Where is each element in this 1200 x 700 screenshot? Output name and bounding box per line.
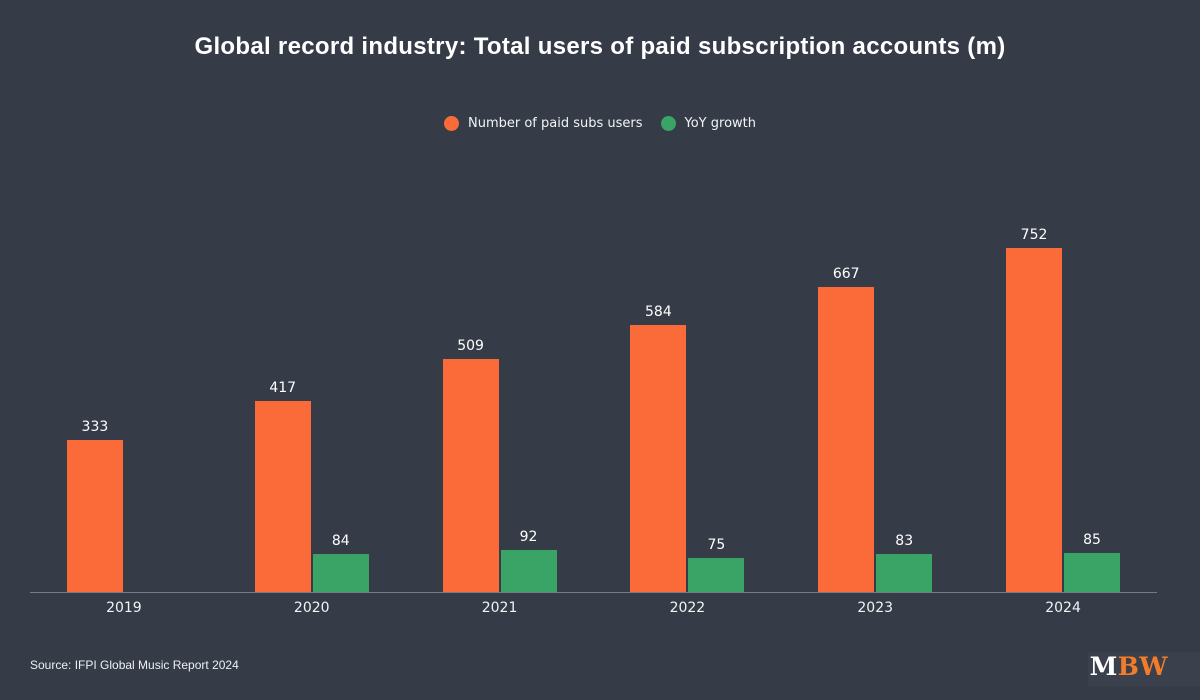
value-label: 75 bbox=[707, 537, 726, 553]
category-label-2020: 2020 bbox=[293, 600, 330, 616]
bar-group-2023: 667 83 2023 bbox=[818, 266, 933, 616]
category-label-2023: 2023 bbox=[857, 600, 894, 616]
value-label: 417 bbox=[269, 380, 297, 396]
bar-group-2022: 584 75 2022 bbox=[630, 304, 745, 616]
bar-slot-paid-subs-2023: 667 bbox=[818, 266, 875, 592]
category-label-2024: 2024 bbox=[1045, 600, 1081, 616]
legend-item-1: YoY growth bbox=[660, 116, 756, 131]
value-label: 509 bbox=[457, 338, 484, 354]
bar-slot-paid-subs-2019: 333 bbox=[66, 419, 123, 592]
bar-slot-paid-subs-2020: 417 bbox=[254, 380, 311, 592]
category-label-2021: 2021 bbox=[481, 600, 518, 616]
bar-groups: 333 2019 417 84 2020 509 92 2021 584 75 2022 667 83 2… bbox=[30, 200, 1157, 616]
legend: Number of paid subs users YoY growth bbox=[0, 116, 1200, 131]
mbw-logo-bw: BW bbox=[1117, 652, 1168, 681]
bar-paid-subs-2019 bbox=[66, 440, 123, 592]
bar-paid-subs-2020 bbox=[254, 401, 311, 592]
category-label-2022: 2022 bbox=[669, 600, 706, 616]
plot-area: 333 2019 417 84 2020 509 92 2021 584 75 2022 667 83 2… bbox=[30, 200, 1157, 616]
mbw-logo: MBW bbox=[1090, 652, 1168, 681]
value-label: 752 bbox=[1020, 227, 1048, 243]
bar-slot-yoy-2022: 75 bbox=[688, 537, 745, 592]
value-label: 333 bbox=[81, 419, 109, 435]
bar-group-2021: 509 92 2021 bbox=[442, 338, 557, 616]
bar-slot-paid-subs-2024: 752 bbox=[1006, 227, 1063, 592]
legend-dot-icon bbox=[660, 116, 676, 131]
bar-slot-paid-subs-2022: 584 bbox=[630, 304, 687, 592]
bar-slot-yoy-2023: 83 bbox=[876, 533, 933, 592]
bar-slot-yoy-2021: 92 bbox=[500, 529, 557, 592]
value-label: 667 bbox=[832, 266, 860, 282]
value-label: 584 bbox=[645, 304, 672, 320]
bar-slot-yoy-2020: 84 bbox=[312, 533, 369, 592]
bar-paid-subs-2023 bbox=[818, 287, 875, 592]
chart-title: Global record industry: Total users of p… bbox=[194, 33, 1006, 60]
bar-paid-subs-2021 bbox=[442, 359, 499, 592]
bar-slot-yoy-2024: 85 bbox=[1064, 532, 1121, 592]
bar-slot-paid-subs-2021: 509 bbox=[442, 338, 499, 592]
mbw-logo-m: M bbox=[1089, 652, 1118, 681]
value-label: 84 bbox=[331, 533, 350, 549]
bar-yoy-2022 bbox=[688, 558, 745, 592]
x-axis-line bbox=[30, 592, 1157, 593]
legend-label: YoY growth bbox=[684, 116, 756, 131]
source-note: Source: IFPI Global Music Report 2024 bbox=[30, 658, 239, 672]
legend-item-0: Number of paid subs users bbox=[443, 116, 643, 131]
bar-paid-subs-2024 bbox=[1006, 248, 1063, 592]
bar-group-2019: 333 2019 bbox=[66, 419, 181, 616]
bar-yoy-2023 bbox=[876, 554, 933, 592]
value-label: 85 bbox=[1083, 532, 1101, 548]
bar-group-2020: 417 84 2020 bbox=[254, 380, 369, 616]
bar-group-2024: 752 85 2024 bbox=[1006, 227, 1121, 616]
bar-yoy-2021 bbox=[500, 550, 557, 592]
bar-paid-subs-2022 bbox=[630, 325, 687, 592]
bar-yoy-2020 bbox=[312, 554, 369, 592]
value-label: 83 bbox=[895, 533, 914, 549]
category-label-2019: 2019 bbox=[106, 600, 142, 616]
legend-dot-icon bbox=[443, 116, 459, 131]
legend-label: Number of paid subs users bbox=[467, 116, 643, 131]
bar-yoy-2024 bbox=[1064, 553, 1121, 592]
value-label: 92 bbox=[519, 529, 538, 545]
